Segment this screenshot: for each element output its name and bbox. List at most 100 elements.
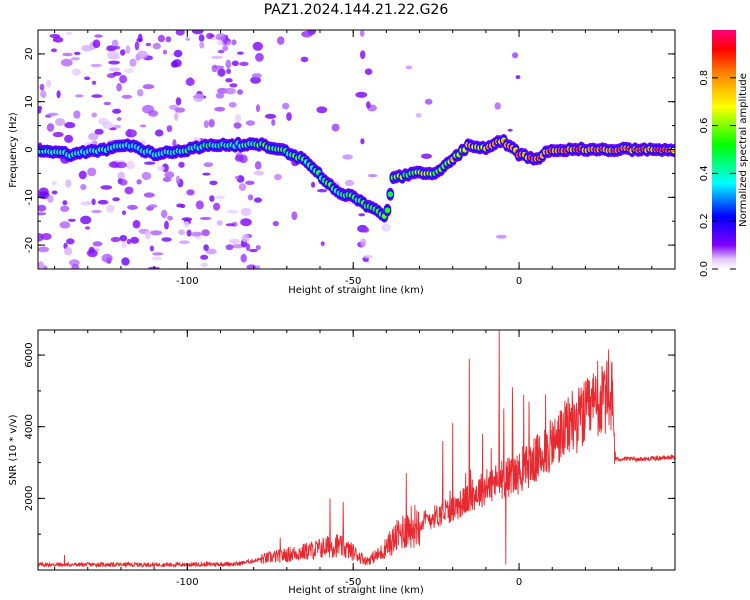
snr-x-tick-label: -100 xyxy=(176,577,199,588)
spectrogram-noise-cell xyxy=(286,112,292,121)
spectrogram-noise-cell xyxy=(507,128,513,132)
spectrogram-noise-cell xyxy=(39,83,45,91)
spectrogram-noise-cell xyxy=(116,83,122,92)
spectrogram-noise-cell xyxy=(198,34,205,42)
spectrogram-noise-cell xyxy=(282,102,290,110)
spectrogram-noise-cell xyxy=(140,124,147,128)
spectrogram-noise-cell xyxy=(65,31,73,35)
spectrogram-noise-cell xyxy=(193,93,205,103)
spectrogram-noise-cell xyxy=(215,92,225,99)
spectrogram-noise-cell xyxy=(91,94,103,98)
spectrogram-noise-cell xyxy=(233,122,242,129)
spectrogram-noise-cell xyxy=(164,171,175,179)
spectrogram-noise-cell xyxy=(125,161,135,170)
spectrogram-noise-cell xyxy=(495,234,507,239)
spectrogram-noise-cell xyxy=(331,123,340,132)
spectrogram-noise-cell xyxy=(234,114,242,123)
spectrogram-noise-cell xyxy=(123,68,134,74)
spectrogram-noise-cell xyxy=(132,219,141,229)
spectrogram-noise-cell xyxy=(62,200,68,206)
spectrogram-noise-cell xyxy=(80,215,92,225)
spectrogram-noise-cell xyxy=(200,254,209,260)
spectrogram-noise-cell xyxy=(74,51,81,56)
spectrogram-noise-cell xyxy=(70,57,80,61)
spectrogram-noise-cell xyxy=(187,77,193,86)
spectrogram-noise-cell xyxy=(316,106,328,114)
spectrogram-noise-cell xyxy=(112,108,122,114)
spectrogram-noise-cell xyxy=(165,36,172,43)
snr-background xyxy=(38,330,675,570)
spectrogram-noise-cell xyxy=(172,139,177,148)
spectrogram-noise-cell xyxy=(55,118,66,126)
spectrogram-noise-cell xyxy=(229,83,238,88)
spectrogram-noise-cell xyxy=(185,37,191,41)
spectrogram-noise-cell xyxy=(45,79,52,88)
spectrogram-noise-cell xyxy=(119,179,128,186)
spectrogram-noise-cell xyxy=(186,229,192,237)
spectrogram-noise-cell xyxy=(125,45,131,54)
spectrogram-noise-cell xyxy=(65,179,72,188)
spectrogram-noise-cell xyxy=(40,90,47,98)
spectrogram-noise-cell xyxy=(91,198,96,206)
spectrogram-noise-cell xyxy=(166,125,173,133)
spectrogram-noise-cell xyxy=(215,195,226,200)
spectrogram-noise-cell xyxy=(157,34,165,43)
spectrogram-noise-cell xyxy=(142,84,155,90)
spectrogram-noise-cell xyxy=(117,171,126,180)
spectrogram-noise-cell xyxy=(183,221,190,228)
spectrogram-noise-cell xyxy=(272,220,279,227)
spectrogram-noise-cell xyxy=(164,220,169,230)
snr-y-tick-label: 6000 xyxy=(24,342,35,367)
spectrogram-noise-cell xyxy=(251,73,262,79)
colorbar-tick-label: 0.6 xyxy=(699,118,710,134)
spectrogram-noise-cell xyxy=(47,112,59,117)
spectrogram-noise-cell xyxy=(167,215,173,221)
spectrogram-noise-cell xyxy=(360,50,366,60)
spectrogram-noise-cell xyxy=(51,180,57,186)
spectrogram-noise-cell xyxy=(362,227,370,233)
spectrogram-y-tick-label: 0 xyxy=(24,146,35,152)
spectrogram-noise-cell xyxy=(126,238,132,245)
spectrogram-noise-cell xyxy=(360,138,365,145)
colorbar-tick-label: 0.2 xyxy=(699,213,710,229)
spectrogram-noise-cell xyxy=(148,204,158,208)
spectrogram-noise-cell xyxy=(203,244,209,252)
spectrogram-noise-cell xyxy=(241,234,250,243)
spectrogram-y-axis-label: Frequency (Hz) xyxy=(8,112,19,188)
spectrogram-noise-cell xyxy=(141,172,152,180)
spectrogram-noise-cell xyxy=(112,45,121,50)
spectrogram-noise-cell xyxy=(92,39,101,48)
spectrogram-noise-cell xyxy=(88,132,99,141)
spectrogram-ridge-core xyxy=(385,208,390,212)
spectrogram-y-tick-label: 20 xyxy=(24,48,35,61)
spectrogram-noise-cell xyxy=(112,71,122,76)
spectrogram-noise-cell xyxy=(363,255,373,259)
spectrogram-noise-cell xyxy=(359,30,365,37)
spectrogram-noise-cell xyxy=(317,189,328,193)
spectrogram-noise-cell xyxy=(173,49,183,58)
spectrogram-noise-cell xyxy=(234,154,244,162)
spectrogram-noise-cell xyxy=(364,68,373,75)
spectrogram-noise-cell xyxy=(51,190,58,195)
spectrogram-noise-cell xyxy=(129,58,137,67)
spectrogram-noise-cell xyxy=(64,134,74,143)
spectrogram-noise-cell xyxy=(47,195,54,203)
spectrogram-noise-cell xyxy=(253,170,265,176)
spectrogram-noise-cell xyxy=(206,32,214,40)
spectrogram-noise-cell xyxy=(150,230,163,236)
spectrogram-noise-cell xyxy=(108,60,120,65)
spectrogram-noise-cell xyxy=(237,51,244,55)
spectrogram-noise-cell xyxy=(107,50,119,60)
spectrogram-noise-cell xyxy=(73,110,81,119)
spectrogram-noise-cell xyxy=(56,90,61,99)
spectrogram-noise-cell xyxy=(225,223,235,227)
spectrogram-noise-cell xyxy=(136,89,144,97)
snr-frame xyxy=(37,329,676,571)
spectrogram-noise-cell xyxy=(200,262,209,268)
spectrogram-noise-cell xyxy=(136,38,143,42)
spectrogram-noise-cell xyxy=(231,60,239,67)
spectrogram-noise-cell xyxy=(46,123,55,132)
spectrogram-noise-cell xyxy=(91,209,102,214)
spectrogram-noise-cell xyxy=(239,61,249,66)
spectrogram-ridge-core xyxy=(388,192,393,196)
